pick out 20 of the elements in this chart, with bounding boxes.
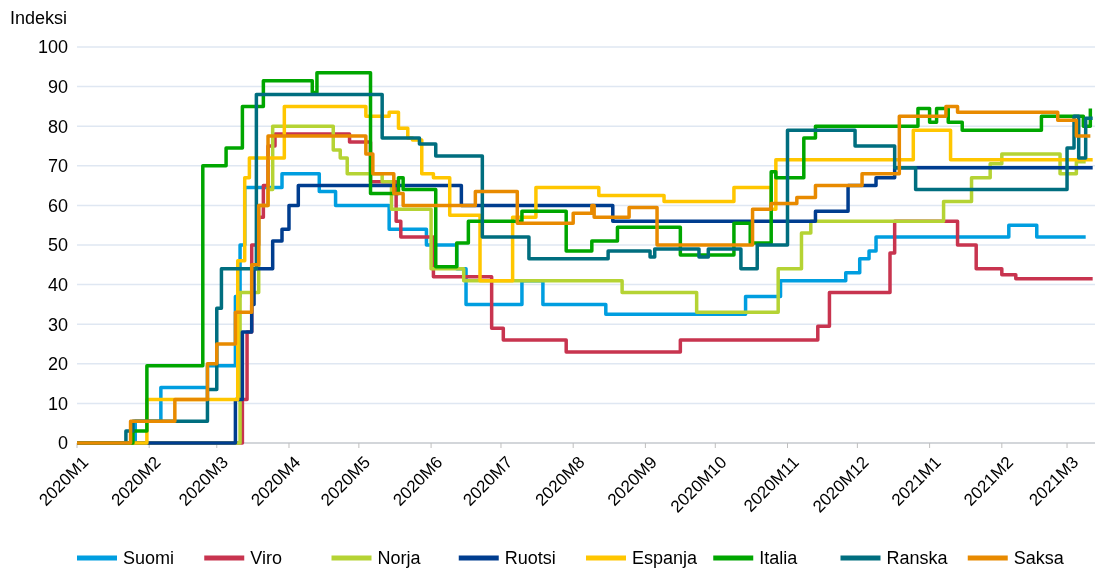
legend-label: Suomi <box>123 548 175 569</box>
legend-label: Ruotsi <box>504 548 556 569</box>
y-tick-label: 20 <box>47 354 68 375</box>
legend-label: Viro <box>250 548 282 569</box>
y-tick-label: 50 <box>47 235 68 256</box>
legend-label: Norja <box>377 548 422 569</box>
y-tick-label: 90 <box>47 76 68 97</box>
y-tick-label: 0 <box>57 433 68 454</box>
y-tick-label: 80 <box>47 116 68 137</box>
y-tick-label: 30 <box>47 314 68 335</box>
y-axis-title: Indeksi <box>10 8 68 28</box>
legend-label: Italia <box>759 548 799 569</box>
y-tick-label: 100 <box>37 37 68 58</box>
legend-label: Ranska <box>886 548 949 569</box>
y-tick-label: 70 <box>47 156 68 177</box>
legend-label: Espanja <box>632 548 699 569</box>
y-tick-label: 40 <box>47 274 68 295</box>
y-tick-label: 10 <box>47 393 68 414</box>
y-tick-label: 60 <box>47 195 68 216</box>
legend-label: Saksa <box>1013 548 1065 569</box>
